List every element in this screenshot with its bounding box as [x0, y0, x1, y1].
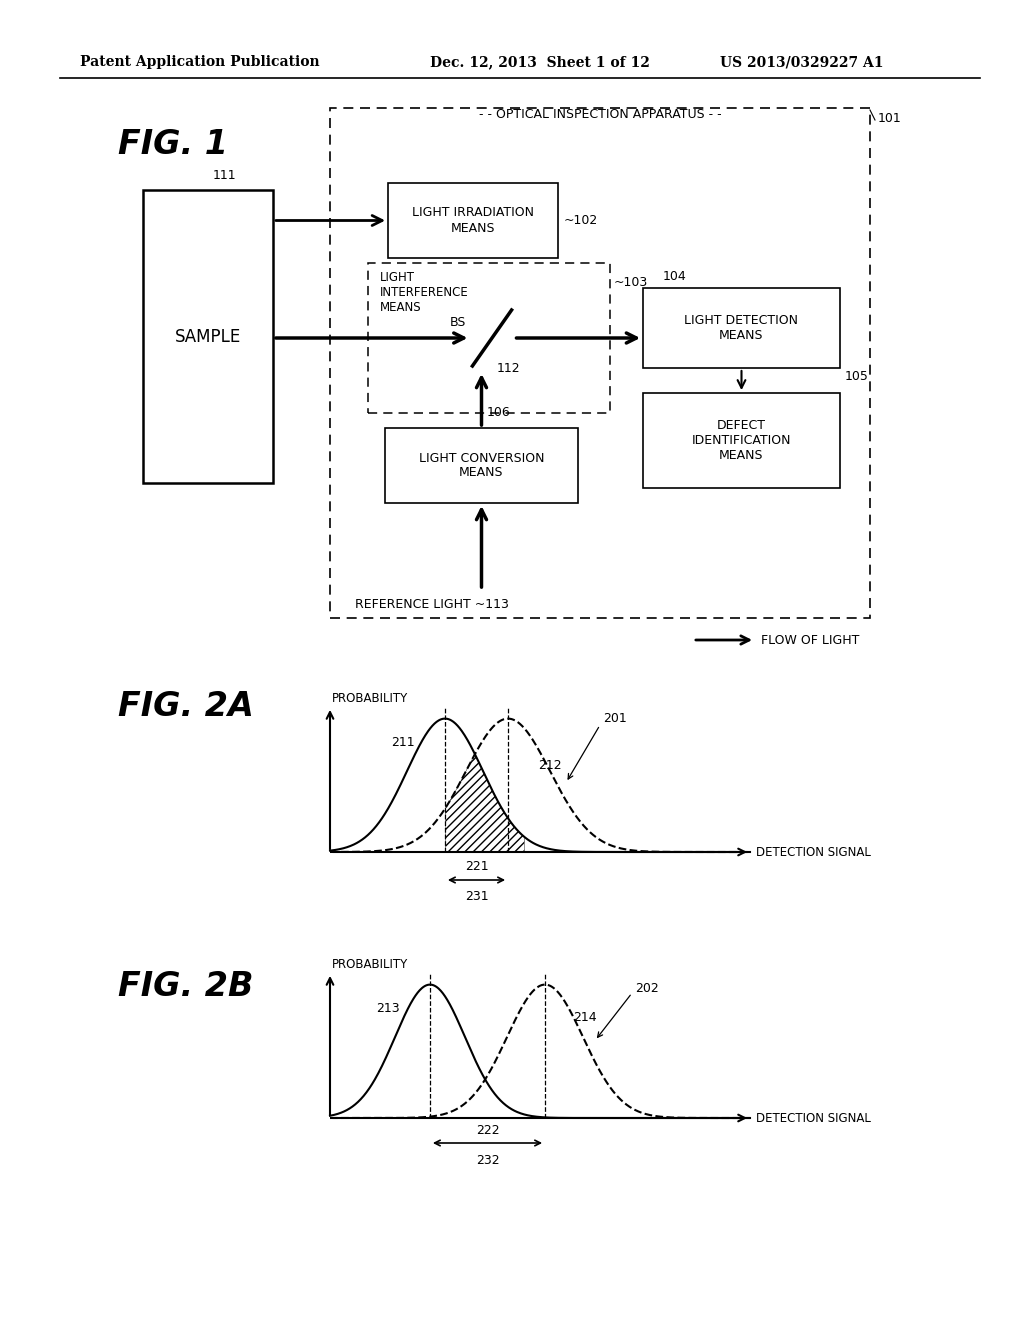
Bar: [143, 190, 273, 483]
Text: LIGHT DETECTION
MEANS: LIGHT DETECTION MEANS: [684, 314, 799, 342]
Text: 211: 211: [391, 737, 415, 750]
Text: PROBABILITY: PROBABILITY: [332, 692, 409, 705]
Text: ~102: ~102: [564, 214, 598, 227]
Text: 201: 201: [603, 713, 627, 726]
Text: 232: 232: [476, 1154, 500, 1167]
Text: 213: 213: [376, 1002, 399, 1015]
Text: DETECTION SIGNAL: DETECTION SIGNAL: [756, 846, 870, 858]
Text: LIGHT
INTERFERENCE
MEANS: LIGHT INTERFERENCE MEANS: [380, 271, 469, 314]
Text: 111: 111: [213, 169, 237, 182]
Bar: [368, 263, 610, 413]
Text: 221: 221: [465, 861, 488, 874]
Text: BS: BS: [450, 317, 466, 330]
Text: US 2013/0329227 A1: US 2013/0329227 A1: [720, 55, 884, 69]
Text: DEFECT
IDENTIFICATION
MEANS: DEFECT IDENTIFICATION MEANS: [692, 418, 792, 462]
Text: 105: 105: [845, 370, 869, 383]
Text: 202: 202: [635, 982, 658, 994]
Text: REFERENCE LIGHT ~113: REFERENCE LIGHT ~113: [355, 598, 509, 611]
Bar: [385, 428, 578, 503]
Text: 214: 214: [573, 1011, 597, 1024]
Text: - - OPTICAL INSPECTION APPARATUS - -: - - OPTICAL INSPECTION APPARATUS - -: [478, 108, 721, 121]
Text: 222: 222: [476, 1123, 500, 1137]
Text: 112: 112: [497, 362, 520, 375]
Bar: [388, 183, 558, 257]
Text: FIG. 2B: FIG. 2B: [118, 970, 254, 1003]
Text: ~103: ~103: [614, 276, 648, 289]
Text: FLOW OF LIGHT: FLOW OF LIGHT: [761, 634, 859, 647]
Text: 101: 101: [878, 111, 902, 124]
Bar: [643, 393, 840, 488]
Text: 212: 212: [539, 759, 562, 772]
Bar: [643, 288, 840, 368]
Text: 104: 104: [663, 269, 687, 282]
Text: DETECTION SIGNAL: DETECTION SIGNAL: [756, 1111, 870, 1125]
Text: 231: 231: [465, 891, 488, 903]
Text: FIG. 1: FIG. 1: [118, 128, 228, 161]
Text: 106: 106: [486, 407, 510, 420]
Text: LIGHT IRRADIATION
MEANS: LIGHT IRRADIATION MEANS: [412, 206, 534, 235]
Bar: [330, 108, 870, 618]
Text: PROBABILITY: PROBABILITY: [332, 958, 409, 972]
Text: SAMPLE: SAMPLE: [175, 327, 241, 346]
Text: LIGHT CONVERSION
MEANS: LIGHT CONVERSION MEANS: [419, 451, 544, 479]
Text: FIG. 2A: FIG. 2A: [118, 690, 254, 723]
Text: Patent Application Publication: Patent Application Publication: [80, 55, 319, 69]
Text: Dec. 12, 2013  Sheet 1 of 12: Dec. 12, 2013 Sheet 1 of 12: [430, 55, 650, 69]
